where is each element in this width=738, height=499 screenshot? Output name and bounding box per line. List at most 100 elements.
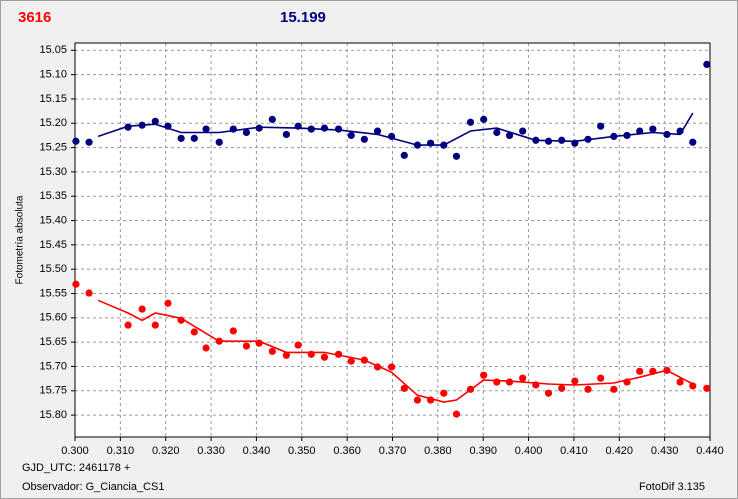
x-tick-label: 0.380 bbox=[424, 445, 452, 457]
x-tick-label: 0.360 bbox=[333, 445, 361, 457]
data-point bbox=[85, 138, 93, 146]
data-point bbox=[558, 384, 566, 392]
data-point bbox=[703, 60, 711, 69]
footer-text: FotoDif 3.135 bbox=[639, 481, 705, 493]
data-point bbox=[72, 137, 80, 145]
chart-title: 3616 bbox=[18, 9, 51, 26]
chart-subtitle: 15.199 bbox=[280, 9, 326, 26]
y-tick-label: 15.80 bbox=[39, 409, 67, 421]
y-tick-label: 15.55 bbox=[39, 287, 67, 299]
data-point bbox=[190, 134, 198, 142]
data-point bbox=[190, 328, 198, 336]
x-tick-label: 0.400 bbox=[515, 445, 543, 457]
data-point bbox=[124, 321, 132, 329]
data-point bbox=[440, 389, 448, 397]
data-point bbox=[268, 347, 276, 355]
x-tick-label: 0.330 bbox=[197, 445, 225, 457]
fit-line bbox=[97, 299, 694, 403]
data-point bbox=[571, 377, 579, 385]
data-point bbox=[202, 344, 210, 352]
data-point bbox=[282, 351, 290, 359]
y-tick-label: 15.70 bbox=[39, 360, 67, 372]
data-point bbox=[360, 135, 368, 143]
data-point bbox=[597, 374, 605, 382]
data-point bbox=[373, 127, 382, 135]
data-point bbox=[85, 289, 93, 297]
data-point bbox=[649, 125, 657, 133]
y-tick-label: 15.40 bbox=[39, 214, 67, 226]
data-point bbox=[480, 115, 488, 123]
y-tick-label: 15.25 bbox=[39, 141, 67, 153]
data-point bbox=[400, 151, 408, 159]
y-tick-label: 15.45 bbox=[39, 239, 67, 251]
x-tick-label: 0.370 bbox=[379, 445, 407, 457]
data-point bbox=[347, 131, 355, 140]
data-point bbox=[72, 280, 80, 288]
data-point bbox=[400, 384, 408, 392]
data-point bbox=[242, 128, 251, 137]
y-tick-label: 15.75 bbox=[39, 385, 67, 397]
y-tick-label: 15.50 bbox=[39, 263, 67, 275]
data-point bbox=[466, 118, 475, 126]
x-tick-label: 0.310 bbox=[107, 445, 135, 457]
data-point bbox=[452, 152, 461, 160]
data-point bbox=[164, 299, 172, 307]
data-point bbox=[255, 124, 263, 132]
fit-line bbox=[97, 112, 694, 146]
y-tick-label: 15.05 bbox=[39, 44, 67, 56]
data-point bbox=[294, 341, 302, 349]
data-point bbox=[544, 389, 553, 397]
data-point bbox=[268, 115, 276, 123]
data-point bbox=[215, 138, 223, 146]
x-tick-label: 0.340 bbox=[243, 445, 271, 457]
plot-area bbox=[75, 43, 710, 437]
data-point bbox=[320, 353, 329, 361]
data-point bbox=[177, 134, 185, 142]
data-point bbox=[584, 385, 592, 393]
data-point bbox=[480, 371, 488, 379]
data-point bbox=[202, 125, 210, 133]
data-point bbox=[138, 305, 146, 313]
data-point bbox=[413, 396, 422, 404]
x-tick-label: 0.430 bbox=[651, 445, 679, 457]
data-point bbox=[676, 378, 684, 386]
footer-text: Observador: G_Ciancia_CS1 bbox=[22, 481, 164, 493]
data-point bbox=[242, 342, 251, 350]
x-tick-label: 0.350 bbox=[288, 445, 316, 457]
footer-text: GJD_UTC: 2461178 + bbox=[22, 462, 130, 474]
y-tick-label: 15.60 bbox=[39, 312, 67, 324]
data-point bbox=[703, 384, 711, 392]
y-axis-label: Fotometría absoluta bbox=[15, 195, 26, 284]
y-tick-label: 15.20 bbox=[39, 117, 67, 129]
y-tick-label: 15.15 bbox=[39, 93, 67, 105]
data-point bbox=[452, 410, 461, 418]
y-tick-label: 15.10 bbox=[39, 69, 67, 81]
data-point bbox=[334, 125, 343, 133]
data-point bbox=[151, 117, 159, 125]
data-point bbox=[282, 130, 290, 139]
x-tick-label: 0.440 bbox=[696, 445, 724, 457]
plot-border bbox=[74, 42, 711, 438]
data-point bbox=[636, 367, 644, 375]
data-point bbox=[689, 138, 697, 146]
data-point bbox=[689, 382, 697, 390]
x-tick-label: 0.410 bbox=[560, 445, 588, 457]
x-tick-label: 0.420 bbox=[606, 445, 634, 457]
y-tick-label: 15.30 bbox=[39, 166, 67, 178]
y-tick-label: 15.65 bbox=[39, 336, 67, 348]
data-point bbox=[387, 363, 396, 371]
data-point bbox=[597, 122, 605, 130]
data-point bbox=[151, 321, 159, 329]
data-point bbox=[505, 131, 514, 140]
x-tick-label: 0.320 bbox=[152, 445, 180, 457]
data-point bbox=[229, 327, 237, 335]
data-point bbox=[519, 374, 527, 382]
x-tick-label: 0.390 bbox=[469, 445, 497, 457]
data-point bbox=[519, 127, 527, 135]
data-point bbox=[610, 385, 618, 393]
data-point bbox=[347, 357, 355, 365]
data-point bbox=[493, 378, 501, 386]
data-point bbox=[493, 128, 501, 137]
